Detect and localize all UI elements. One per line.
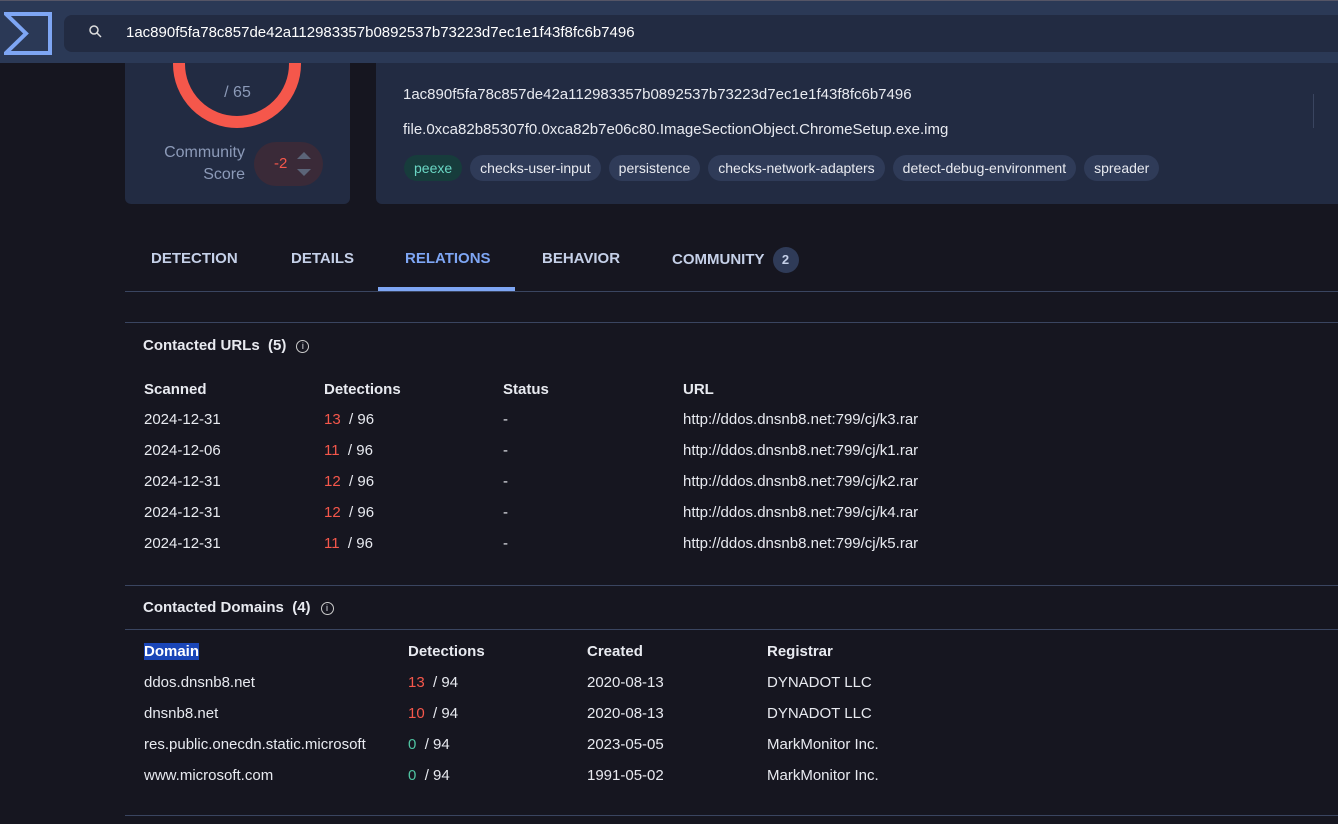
url-link[interactable]: http://ddos.dnsnb8.net:799/cj/k2.rar (683, 473, 919, 490)
detections: 10 / 94 (408, 705, 459, 722)
virustotal-logo[interactable] (4, 12, 52, 55)
info-icon[interactable]: i (320, 601, 334, 615)
contacted-domains-section: Contacted Domains (4) i (125, 585, 1338, 816)
domain-link[interactable]: ddos.dnsnb8.net (144, 674, 255, 691)
community-score-vote: -2 (254, 142, 323, 186)
created-date: 1991-05-02 (587, 767, 664, 784)
tab-community[interactable]: COMMUNITY 2 (672, 247, 799, 273)
scanned-date: 2024-12-31 (144, 411, 221, 428)
contacted-urls-section: Contacted URLs (5) i (125, 322, 1338, 585)
scanned-date: 2024-12-06 (144, 442, 221, 459)
domain-link[interactable]: www.microsoft.com (144, 767, 274, 784)
registrar: DYNADOT LLC (767, 674, 872, 691)
tag-list: peexe checks-user-input persistence chec… (404, 155, 1160, 181)
community-score-label: Community Score (164, 144, 245, 183)
detections: 11 / 96 (324, 535, 373, 552)
col-domain[interactable]: Domain (144, 643, 200, 660)
scanned-date: 2024-12-31 (144, 535, 221, 552)
info-icon[interactable]: i (296, 339, 310, 353)
domain-link[interactable]: dnsnb8.net (144, 705, 219, 722)
status: - (503, 442, 508, 459)
upvote-icon[interactable] (297, 152, 311, 159)
section-title: Contacted URLs (5) i (143, 337, 310, 354)
tag[interactable]: checks-user-input (470, 155, 601, 181)
top-bar: 1ac890f5fa78c857de42a112983357b0892537b7… (0, 0, 1338, 63)
tag[interactable]: peexe (404, 155, 463, 181)
url-link[interactable]: http://ddos.dnsnb8.net:799/cj/k4.rar (683, 504, 919, 521)
tab-community-label: COMMUNITY (672, 250, 765, 268)
created-date: 2023-05-05 (587, 736, 664, 753)
detections: 13 / 96 (324, 411, 375, 428)
status: - (503, 504, 508, 521)
search-query[interactable]: 1ac890f5fa78c857de42a112983357b0892537b7… (126, 24, 635, 41)
created-date: 2020-08-13 (587, 674, 664, 691)
detections: 0 / 94 (408, 767, 450, 784)
tag[interactable]: checks-network-adapters (708, 155, 885, 181)
col-scanned[interactable]: Scanned (144, 381, 207, 398)
url-link[interactable]: http://ddos.dnsnb8.net:799/cj/k5.rar (683, 535, 919, 552)
col-detections[interactable]: Detections (324, 381, 401, 398)
tab-details[interactable]: DETAILS (291, 250, 355, 267)
tag[interactable]: detect-debug-environment (892, 155, 1077, 181)
search-input[interactable]: 1ac890f5fa78c857de42a112983357b0892537b7… (64, 15, 1338, 52)
divider (125, 629, 1338, 630)
url-link[interactable]: http://ddos.dnsnb8.net:799/cj/k3.rar (683, 411, 919, 428)
file-info-card: 1ac890f5fa78c857de42a112983357b0892537b7… (376, 40, 1338, 204)
domain-link[interactable]: res.public.onecdn.static.microsoft (144, 736, 366, 753)
created-date: 2020-08-13 (587, 705, 664, 722)
tab-bar: DETECTION DETAILS RELATIONS BEHAVIOR COM… (125, 230, 1338, 292)
tab-behavior[interactable]: BEHAVIOR (542, 250, 621, 267)
tag[interactable]: persistence (608, 155, 701, 181)
detection-total: / 65 (224, 84, 251, 101)
col-detections[interactable]: Detections (408, 643, 485, 660)
active-tab-indicator (378, 287, 515, 291)
col-created[interactable]: Created (587, 643, 643, 660)
downvote-icon[interactable] (297, 169, 311, 176)
url-link[interactable]: http://ddos.dnsnb8.net:799/cj/k1.rar (683, 442, 919, 459)
tag[interactable]: spreader (1084, 155, 1160, 181)
registrar: MarkMonitor Inc. (767, 767, 879, 784)
section-title: Contacted Domains (4) i (143, 599, 334, 616)
divider (1313, 94, 1314, 128)
community-score-value: -2 (274, 155, 288, 172)
scanned-date: 2024-12-31 (144, 504, 221, 521)
detections: 13 / 94 (408, 674, 459, 691)
status: - (503, 411, 508, 428)
registrar: DYNADOT LLC (767, 705, 872, 722)
tab-relations[interactable]: RELATIONS (405, 250, 491, 267)
detections: 12 / 96 (324, 504, 375, 521)
search-icon (89, 25, 102, 38)
col-status[interactable]: Status (503, 381, 549, 398)
community-count-badge: 2 (772, 247, 799, 273)
col-registrar[interactable]: Registrar (767, 643, 833, 660)
file-hash: 1ac890f5fa78c857de42a112983357b0892537b7… (403, 86, 912, 103)
col-url[interactable]: URL (683, 381, 714, 398)
registrar: MarkMonitor Inc. (767, 736, 879, 753)
tab-detection[interactable]: DETECTION (151, 250, 238, 267)
detections: 12 / 96 (324, 473, 375, 490)
detections: 0 / 94 (408, 736, 450, 753)
detections: 11 / 96 (324, 442, 373, 459)
scanned-date: 2024-12-31 (144, 473, 221, 490)
file-name: file.0xca82b85307f0.0xca82b7e06c80.Image… (403, 121, 949, 138)
status: - (503, 535, 508, 552)
status: - (503, 473, 508, 490)
